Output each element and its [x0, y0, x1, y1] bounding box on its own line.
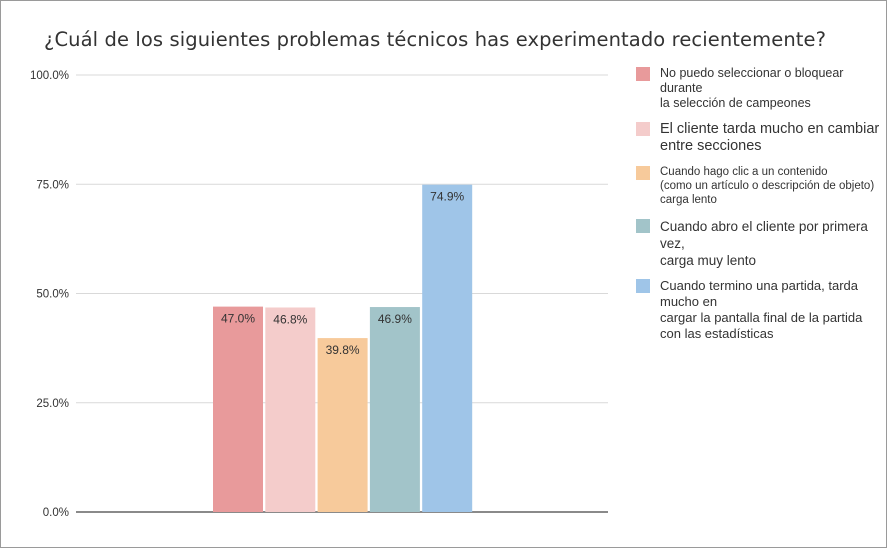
legend-label: Cuando termino una partida, tarda mucho …: [660, 278, 863, 341]
bar: [265, 307, 316, 512]
chart-legend: No puedo seleccionar o bloquear durante …: [636, 66, 881, 342]
bar-data-label: 39.8%: [326, 343, 360, 357]
legend-item: Cuando hago clic a un contenido (como un…: [636, 165, 881, 207]
bar: [317, 338, 368, 512]
y-tick-label: 0.0%: [43, 507, 69, 519]
legend-swatch: [636, 122, 650, 136]
legend-item: El cliente tarda mucho en cambiar entre …: [636, 121, 881, 155]
y-tick-label: 50.0%: [36, 289, 69, 301]
bar: [213, 306, 263, 512]
y-tick-label: 100.0%: [30, 70, 69, 82]
bar-data-label: 74.9%: [430, 190, 464, 204]
legend-item: Cuando termino una partida, tarda mucho …: [636, 278, 881, 342]
y-tick-label: 75.0%: [36, 179, 69, 191]
legend-swatch: [636, 279, 650, 293]
bar: [422, 184, 473, 512]
legend-label: Cuando abro el cliente por primera vez, …: [660, 219, 868, 268]
chart-title: ¿Cuál de los siguientes problemas técnic…: [44, 28, 827, 51]
legend-label: No puedo seleccionar o bloquear durante …: [660, 66, 844, 110]
legend-swatch: [636, 166, 650, 180]
legend-label: Cuando hago clic a un contenido (como un…: [660, 166, 875, 206]
bar-data-label: 46.8%: [273, 312, 307, 326]
legend-label: El cliente tarda mucho en cambiar entre …: [660, 121, 880, 154]
legend-item: Cuando abro el cliente por primera vez, …: [636, 218, 881, 269]
legend-swatch: [636, 219, 650, 233]
bar-data-label: 47.0%: [221, 312, 255, 326]
bar-data-label: 46.9%: [378, 312, 412, 326]
legend-item: No puedo seleccionar o bloquear durante …: [636, 66, 881, 111]
y-tick-label: 25.0%: [36, 398, 69, 410]
legend-swatch: [636, 67, 650, 81]
bar: [369, 307, 420, 512]
